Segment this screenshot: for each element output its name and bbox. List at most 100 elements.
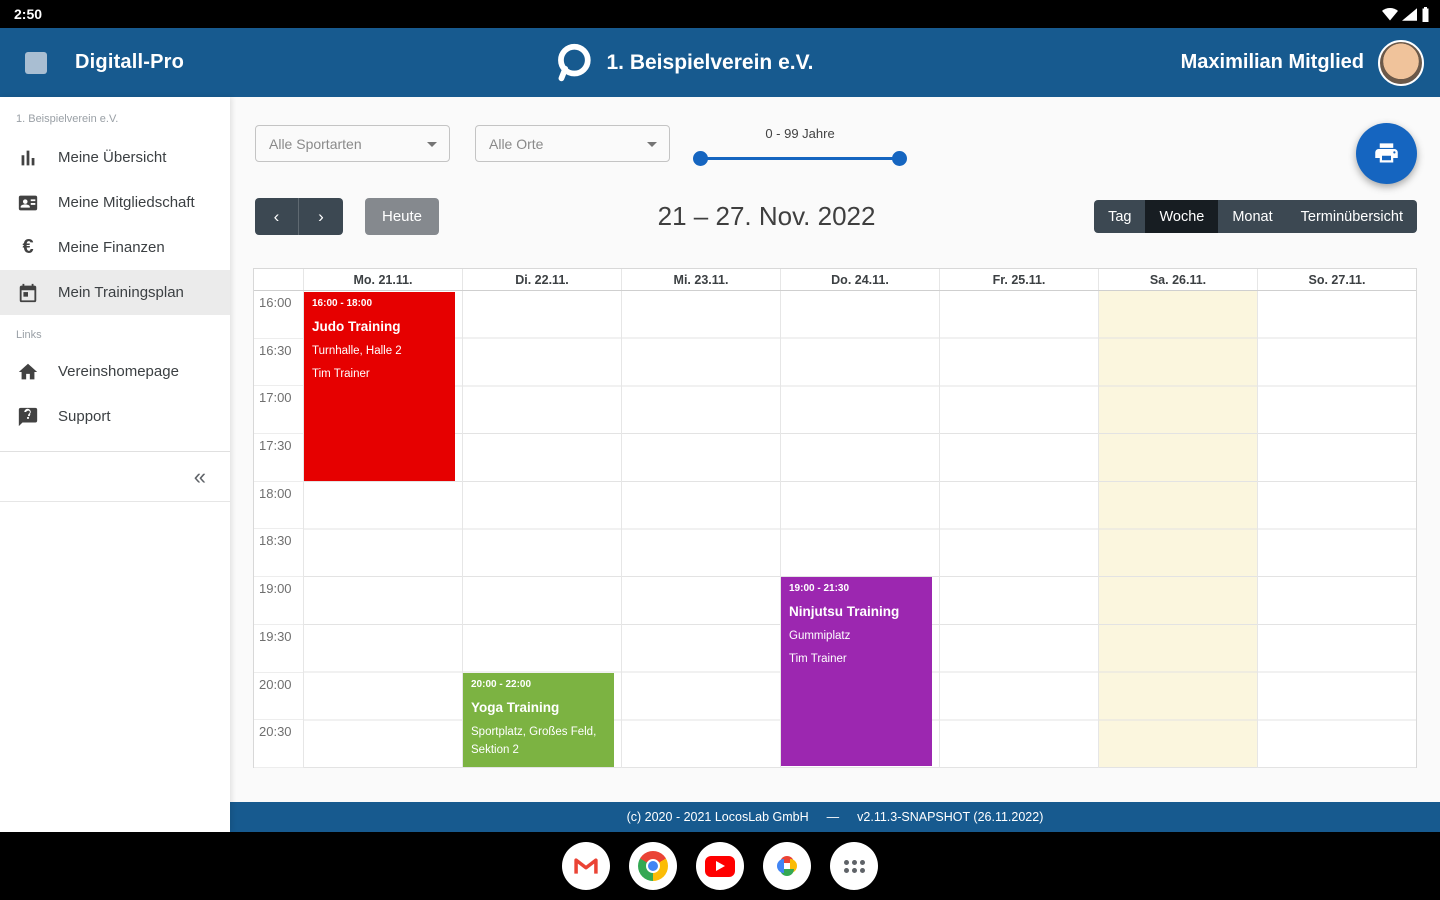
sidebar-divider <box>0 451 230 452</box>
date-range-title: 21 – 27. Nov. 2022 <box>657 201 876 231</box>
day-column-fr <box>940 291 1099 768</box>
status-clock: 2:50 <box>14 6 43 22</box>
event-time: 20:00 - 22:00 <box>471 679 532 690</box>
sport-filter-value: Alle Sportarten <box>269 135 362 152</box>
view-toggle: Tag Woche Monat Terminübersicht <box>1094 200 1417 233</box>
day-column-do: 19:00 - 21:30 Ninjutsu Training Gummipla… <box>781 291 940 768</box>
app-drawer-icon[interactable] <box>830 842 878 890</box>
view-tab-monat[interactable]: Monat <box>1232 208 1273 225</box>
menu-icon[interactable] <box>25 51 47 74</box>
sidebar-item-uebersicht[interactable]: Meine Übersicht <box>0 135 230 180</box>
time-gutter-header <box>254 269 304 290</box>
day-header-mo: Mo. 21.11. <box>304 269 463 290</box>
day-header-so: So. 27.11. <box>1308 272 1366 287</box>
android-status-bar: 2:50 <box>0 0 1440 28</box>
battery-icon <box>1422 6 1429 22</box>
time-label: 16:00 <box>254 291 303 339</box>
app-bar: Digitall-Pro 1. Beispielverein e.V. Maxi… <box>0 28 1440 97</box>
sidebar-item-label: Vereinshomepage <box>58 363 179 380</box>
view-tab-woche[interactable]: Woche <box>1145 200 1219 233</box>
event-yoga-training[interactable]: 20:00 - 22:00 Yoga Training Sportplatz, … <box>463 673 614 767</box>
sidebar-collapse-button[interactable]: « <box>0 452 230 502</box>
age-slider-min-thumb[interactable] <box>693 151 708 166</box>
home-icon <box>16 360 40 384</box>
event-location: Sportplatz, Großes Feld, Sektion 2 <box>471 726 597 756</box>
event-title: Ninjutsu Training <box>789 604 900 619</box>
day-column-sa <box>1099 291 1258 768</box>
age-range-slider[interactable] <box>693 151 907 166</box>
sidebar-item-vereinshomepage[interactable]: Vereinshomepage <box>0 349 230 394</box>
day-header-mi: Mi. 23.11. <box>622 269 781 290</box>
calendar-toolbar: ‹ › Heute 21 – 27. Nov. 2022 Tag Woche M… <box>255 198 1417 235</box>
event-judo-training[interactable]: 16:00 - 18:00 Judo Training Turnhalle, H… <box>304 292 455 481</box>
main-content: Alle Sportarten Alle Orte 0 - 99 Jahre <box>230 97 1440 832</box>
user-chip[interactable]: Maximilian Mitglied <box>1181 28 1424 97</box>
footer-version: v2.11.3-SNAPSHOT (26.11.2022) <box>857 810 1044 824</box>
day-column-di: 20:00 - 22:00 Yoga Training Sportplatz, … <box>463 291 622 768</box>
collapse-icon: « <box>193 463 206 489</box>
support-icon <box>16 405 40 429</box>
euro-icon: € <box>22 236 34 258</box>
event-ninjutsu-training[interactable]: 19:00 - 21:30 Ninjutsu Training Gummipla… <box>781 577 932 766</box>
age-filter: 0 - 99 Jahre <box>693 125 907 166</box>
time-label: 20:00 <box>254 673 303 721</box>
wifi-icon <box>1382 7 1398 20</box>
today-button[interactable]: Heute <box>365 198 440 235</box>
time-label: 17:30 <box>254 434 303 482</box>
event-location: Turnhalle, Halle 2 <box>312 345 402 357</box>
location-filter-select[interactable]: Alle Orte <box>475 125 670 162</box>
app-logo-icon <box>558 43 591 81</box>
sidebar-item-support[interactable]: Support <box>0 394 230 439</box>
day-header-do: Do. 24.11. <box>781 269 940 290</box>
view-tab-tag[interactable]: Tag <box>1108 208 1132 225</box>
calendar-day-header-row: Mo. 21.11. Di. 22.11. Mi. 23.11. Do. 24.… <box>254 269 1416 291</box>
time-axis: 16:00 16:30 17:00 17:30 18:00 18:30 19:0… <box>254 291 304 768</box>
age-range-label: 0 - 99 Jahre <box>765 126 835 141</box>
day-column-mo: 16:00 - 18:00 Judo Training Turnhalle, H… <box>304 291 463 768</box>
calendar-grid: 16:00 16:30 17:00 17:30 18:00 18:30 19:0… <box>254 291 1416 768</box>
day-header-sa: Sa. 26.11. <box>1099 269 1258 290</box>
event-time: 16:00 - 18:00 <box>312 298 373 309</box>
sidebar-item-mitgliedschaft[interactable]: Meine Mitgliedschaft <box>0 180 230 225</box>
sidebar-item-finanzen[interactable]: € Meine Finanzen <box>0 225 230 270</box>
avatar[interactable] <box>1378 39 1424 86</box>
gmail-icon[interactable] <box>562 842 610 890</box>
sidebar-item-label: Meine Mitgliedschaft <box>58 194 195 211</box>
membership-card-icon <box>16 191 40 215</box>
photos-icon[interactable] <box>763 842 811 890</box>
sidebar-item-label: Meine Übersicht <box>58 149 167 166</box>
sport-filter-select[interactable]: Alle Sportarten <box>255 125 450 162</box>
footer-separator: — <box>826 810 840 824</box>
time-label: 17:00 <box>254 386 303 435</box>
printer-icon <box>1375 143 1398 163</box>
sidebar: 1. Beispielverein e.V. Meine Übersicht M… <box>0 97 230 832</box>
event-title: Judo Training <box>312 319 401 334</box>
day-column-so <box>1258 291 1416 768</box>
body: 1. Beispielverein e.V. Meine Übersicht M… <box>0 97 1440 832</box>
age-slider-max-thumb[interactable] <box>892 151 907 166</box>
sidebar-item-label: Mein Trainingsplan <box>58 284 184 301</box>
user-name: Maximilian Mitglied <box>1180 51 1364 73</box>
next-week-button[interactable]: › <box>299 198 343 235</box>
sidebar-org-label: 1. Beispielverein e.V. <box>16 113 119 125</box>
footer-copyright: (c) 2020 - 2021 LocosLab GmbH <box>626 810 809 824</box>
time-label: 19:30 <box>254 625 303 673</box>
sidebar-item-trainingsplan[interactable]: Mein Trainingsplan <box>0 270 230 315</box>
youtube-icon[interactable] <box>696 842 744 890</box>
event-time: 19:00 - 21:30 <box>789 583 850 594</box>
previous-week-button[interactable]: ‹ <box>255 198 299 235</box>
view-tab-terminuebersicht[interactable]: Terminübersicht <box>1300 208 1403 225</box>
sidebar-item-label: Meine Finanzen <box>58 239 165 256</box>
status-icons <box>1382 6 1430 22</box>
print-button[interactable] <box>1356 123 1417 184</box>
time-label: 18:00 <box>254 482 303 530</box>
chrome-icon[interactable] <box>629 842 677 890</box>
week-nav-group: ‹ › <box>255 198 343 235</box>
event-trainer: Tim Trainer <box>789 652 847 665</box>
app-title: Digitall-Pro <box>75 51 185 73</box>
event-title: Yoga Training <box>471 700 560 715</box>
day-header-fr: Fr. 25.11. <box>940 269 1099 290</box>
day-header-di: Di. 22.11. <box>463 269 622 290</box>
time-label: 18:30 <box>254 529 303 578</box>
